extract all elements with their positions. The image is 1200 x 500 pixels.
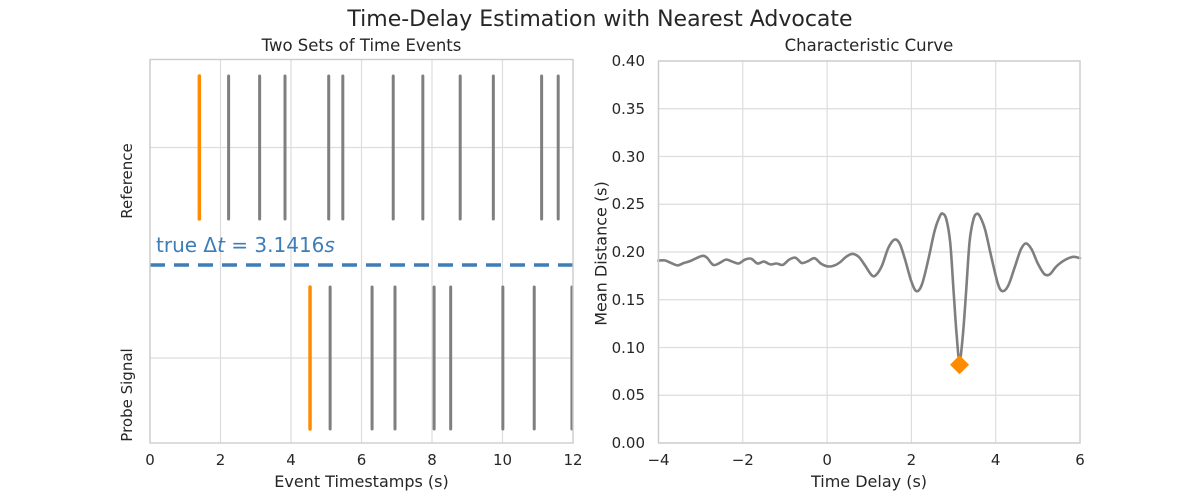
curve-y-tick-label: 0.40 [611,52,645,70]
curve-x-tick-label: 4 [990,451,1001,469]
events-x-tick-label: 8 [427,451,437,469]
curve-y-tick-label: 0.00 [611,434,645,452]
events-x-tick-label: 4 [286,451,296,469]
curve-y-tick-label: 0.20 [611,243,645,261]
events-plot [149,58,574,444]
curve-y-tick-label: 0.25 [611,195,645,214]
annotation-text-mid: = 3.1416 [224,233,325,257]
minimum-marker [950,355,970,375]
figure-title: Time-Delay Estimation with Nearest Advoc… [347,7,853,32]
events-x-tick-label: 2 [215,451,226,469]
events-x-tick-label: 6 [356,451,367,469]
curve-y-tick-label: 0.15 [611,290,645,309]
reference-row-label: Reference [118,143,136,219]
events-xaxis-label: Event Timestamps (s) [274,472,449,491]
curve-x-tick-label: −2 [731,451,754,469]
curve-y-tick-label: 0.10 [611,338,645,357]
probe-events [328,285,574,431]
annotation-text-pre: true Δ [156,233,218,257]
events-x-tick-label: 12 [563,451,583,469]
events-x-tick-label: 10 [492,451,513,469]
reference-events [227,74,560,221]
curve-y-tick-label: 0.35 [611,99,645,118]
curve-x-tick-label: 0 [822,451,832,469]
events-x-tick-label: 0 [145,451,155,469]
curve-plot-border [657,60,1081,444]
curve-y-tick-label: 0.05 [611,386,645,405]
curve-plot-title: Characteristic Curve [784,36,954,55]
curve-x-tick-label: 6 [1075,451,1085,469]
characteristic-curve-plot [657,60,1082,444]
annotation-text-suf: s [324,233,335,257]
events-plot-border [149,58,574,444]
curve-y-tick-label: 0.30 [611,147,645,166]
curve-x-tick-label: −4 [647,451,670,469]
annotation-text-var: t [217,233,225,257]
characteristic-curve [657,212,1082,363]
events-plot-title: Two Sets of Time Events [261,36,462,55]
curve-xaxis-label: Time Delay (s) [810,472,928,491]
true-delay-annotation: true Δt = 3.1416s [156,233,335,257]
probe-row-label: Probe Signal [118,348,136,442]
curve-x-tick-label: 2 [906,451,917,469]
